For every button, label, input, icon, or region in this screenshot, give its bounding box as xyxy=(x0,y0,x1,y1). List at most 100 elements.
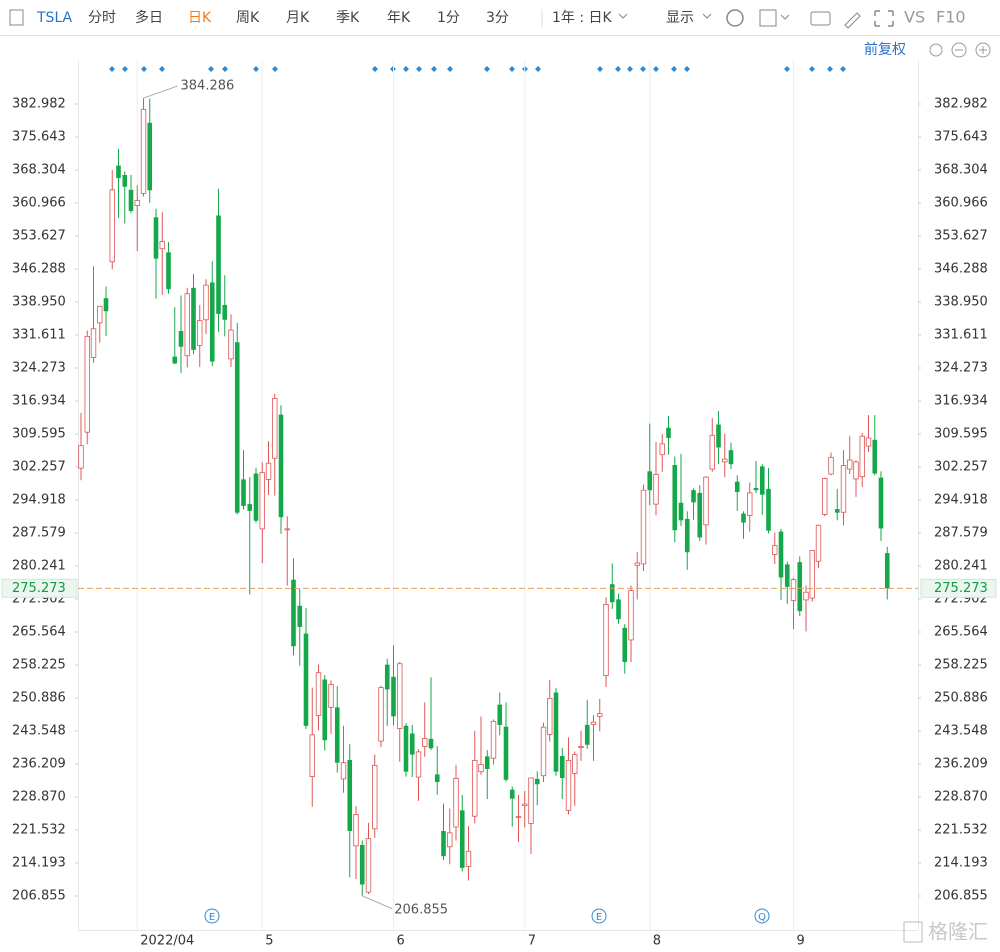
candle-body xyxy=(122,174,128,187)
dropdown-arrow xyxy=(780,14,790,20)
y-tick-label: 265.564 xyxy=(934,624,988,639)
zoom-out[interactable] xyxy=(951,42,967,58)
candle-body xyxy=(247,504,253,511)
period-tab[interactable]: 分时 xyxy=(88,10,116,26)
fullscreen-icon[interactable] xyxy=(874,10,894,27)
event-label: Q xyxy=(758,912,766,923)
y-tick-label: 221.532 xyxy=(12,822,66,837)
annotation: 384.286 xyxy=(181,79,235,94)
period-tab[interactable]: 季K xyxy=(336,10,360,26)
event-dot xyxy=(597,66,603,72)
y-tick-label: 375.643 xyxy=(934,130,988,145)
candle-body xyxy=(778,531,784,578)
candle-body xyxy=(747,492,753,516)
period-select[interactable]: 1年 : 日K xyxy=(552,10,613,26)
y-tick-label: 228.870 xyxy=(12,789,66,804)
candle-body xyxy=(697,492,703,538)
candle-body xyxy=(322,679,328,741)
last-price-box xyxy=(1,578,78,598)
candle-body xyxy=(653,474,659,505)
candle-body xyxy=(759,466,765,495)
candle-body xyxy=(734,481,740,492)
candle-body xyxy=(590,721,597,725)
annotation-leader xyxy=(143,85,178,99)
period-tab[interactable]: 周K xyxy=(236,10,260,26)
candles xyxy=(78,98,890,896)
period-tab[interactable]: 3分 xyxy=(486,10,509,26)
sidebar-icon[interactable] xyxy=(9,9,24,26)
candle-body xyxy=(134,200,140,206)
display-menu[interactable]: 显示 xyxy=(666,10,694,26)
period-tab[interactable]: 多日 xyxy=(135,9,163,26)
settings-icon[interactable] xyxy=(726,9,744,27)
period-tab[interactable]: 1分 xyxy=(437,10,460,26)
candle-body xyxy=(465,850,472,867)
candle-body xyxy=(441,831,446,857)
candle-body xyxy=(265,462,272,480)
y-tick-label: 338.950 xyxy=(12,295,66,310)
y-tick-label: 346.288 xyxy=(934,262,988,277)
adjust-mode[interactable]: 前复权 xyxy=(864,41,906,58)
candle-body xyxy=(634,562,640,566)
candle-body xyxy=(422,738,428,747)
draw-icon[interactable] xyxy=(759,9,777,27)
event-dot xyxy=(122,66,128,72)
event-icon[interactable] xyxy=(591,908,607,924)
x-tick-label: 5 xyxy=(265,934,273,949)
candle-body xyxy=(228,329,234,360)
event-dot xyxy=(253,66,259,72)
event-icon[interactable] xyxy=(754,908,770,924)
candle-body xyxy=(803,591,809,601)
candle-body xyxy=(309,734,315,778)
y-tick-label: 309.595 xyxy=(934,427,988,442)
candle-body xyxy=(166,252,171,290)
candle-body xyxy=(834,509,840,513)
dropdown-arrow xyxy=(618,13,628,19)
candle-body xyxy=(216,215,221,314)
y-tick-label: 375.643 xyxy=(12,130,66,145)
candle-body xyxy=(378,687,384,742)
candle-body xyxy=(209,282,215,362)
event-dot xyxy=(372,66,378,72)
candle-body xyxy=(253,473,259,521)
candle-body xyxy=(522,803,528,806)
x-tick-label: 8 xyxy=(653,934,661,949)
candle-body xyxy=(191,287,196,350)
period-tab[interactable]: 月K xyxy=(286,10,310,26)
candle-body xyxy=(128,189,134,211)
candle-body xyxy=(159,241,165,250)
candle-body xyxy=(716,424,721,448)
event-icon[interactable] xyxy=(204,908,220,924)
reset-icon[interactable] xyxy=(929,43,943,57)
zoom-in[interactable] xyxy=(975,42,991,58)
camera-icon[interactable] xyxy=(810,11,831,26)
event-dot xyxy=(447,66,453,72)
watermark-logo xyxy=(903,921,923,943)
x-tick-label: 6 xyxy=(397,934,405,949)
candle-body xyxy=(559,755,565,778)
candle-body xyxy=(553,692,559,772)
period-tab[interactable]: 年K xyxy=(387,10,411,26)
candle-body xyxy=(347,759,353,832)
period-tab[interactable]: 日K xyxy=(188,10,212,26)
candle-body xyxy=(428,738,434,749)
candle-body xyxy=(197,320,203,346)
f10-button[interactable]: F10 xyxy=(936,8,966,27)
y-tick-label: 287.579 xyxy=(934,526,988,541)
candle-body xyxy=(272,398,278,459)
candle-body xyxy=(722,458,728,463)
candle-body xyxy=(140,108,147,194)
candle-body xyxy=(403,725,409,772)
x-tick-label: 9 xyxy=(797,934,805,949)
pen-icon[interactable] xyxy=(844,12,861,29)
y-tick-label: 236.209 xyxy=(934,756,988,771)
candle-body xyxy=(540,726,547,777)
symbol[interactable]: TSLA xyxy=(36,10,73,26)
vs-button[interactable]: VS xyxy=(904,8,925,27)
y-tick-label: 309.595 xyxy=(12,427,66,442)
candle-body xyxy=(515,816,522,819)
candle-body xyxy=(603,604,609,676)
candle-body xyxy=(815,524,822,562)
candle-body xyxy=(572,754,578,774)
y-tick-label: 368.304 xyxy=(934,163,988,178)
